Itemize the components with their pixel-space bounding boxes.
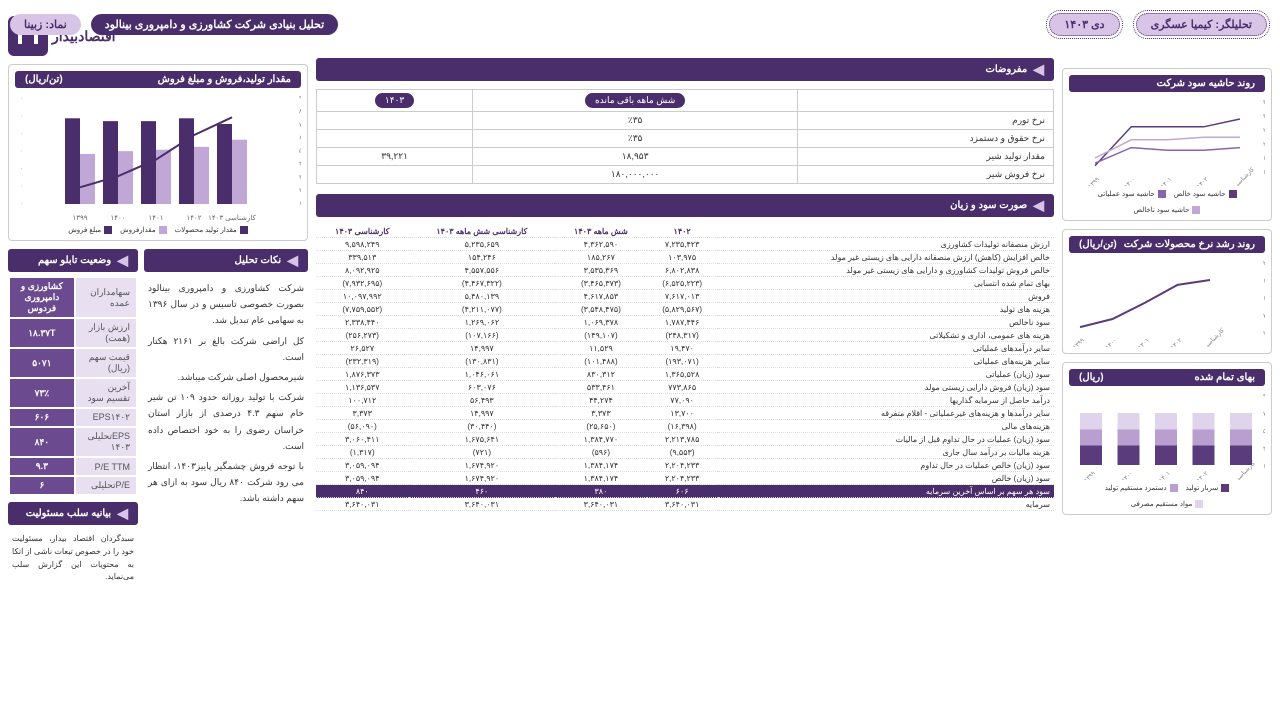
svg-text:۱۴۰۱: ۱۴۰۱ — [1159, 471, 1172, 480]
analysis-notes: شرکت کشاورزی و دامپروری بینالود بصورت خص… — [144, 276, 308, 514]
price-trend-chart: روند رشد نرخ محصولات شرکت(تن/ریال) ۲۲۰,۰… — [1062, 229, 1272, 354]
svg-text:۵۰,۰۰۰: ۵۰,۰۰۰ — [21, 131, 23, 137]
svg-text:۵۰٪: ۵۰٪ — [1263, 429, 1265, 435]
svg-text:کارشناسی ۱۴۰۳: کارشناسی ۱۴۰۳ — [1192, 327, 1226, 347]
svg-text:۲۰,۰۰۰,۰۰۰: ۲۰,۰۰۰,۰۰۰ — [1263, 331, 1265, 337]
svg-text:۱۴۰۱: ۱۴۰۱ — [148, 215, 163, 222]
svg-text:کارشناسی ۱۴۰۳: کارشناسی ۱۴۰۳ — [208, 214, 256, 222]
svg-text:۱۴۰۲: ۱۴۰۲ — [1196, 177, 1209, 186]
stock-info-table: سهامداران عمدهکشاورزی و دامپروری فردوسار… — [8, 276, 138, 496]
svg-text:۳۰٪: ۳۰٪ — [1263, 114, 1265, 120]
svg-text:۷,۰۰۰,۰۰۰: ۷,۰۰۰,۰۰۰ — [299, 122, 301, 128]
svg-text:۱۴۰۰: ۱۴۰۰ — [110, 215, 125, 222]
svg-text:۷۰,۰۰۰,۰۰۰: ۷۰,۰۰۰,۰۰۰ — [1263, 314, 1265, 320]
svg-text:۱۴۰۱: ۱۴۰۱ — [1138, 338, 1151, 347]
svg-text:۴,۰۰۰,۰۰۰: ۴,۰۰۰,۰۰۰ — [299, 162, 301, 168]
svg-text:۱۴۰۰: ۱۴۰۰ — [1124, 177, 1137, 186]
date-badge: دی ۱۴۰۳ — [1049, 13, 1119, 36]
svg-text:۵,۰۰۰,۰۰۰: ۵,۰۰۰,۰۰۰ — [299, 149, 301, 155]
svg-text:کارشناسی ۱۴۰۳: کارشناسی ۱۴۰۳ — [1222, 166, 1256, 186]
svg-text:۱۳۹۹: ۱۳۹۹ — [1073, 338, 1086, 347]
svg-text:۲۵٪: ۲۵٪ — [1263, 128, 1265, 134]
svg-text:۳,۰۰۰,۰۰۰: ۳,۰۰۰,۰۰۰ — [299, 175, 301, 181]
assumptions-table: شش ماهه باقی مانده ۱۴۰۳ نرخ تورم٪۳۵نرخ ح… — [316, 89, 1054, 184]
svg-text:۶,۰۰۰,۰۰۰: ۶,۰۰۰,۰۰۰ — [299, 135, 301, 141]
svg-text:۸,۰۰۰,۰۰۰: ۸,۰۰۰,۰۰۰ — [299, 109, 301, 115]
income-statement-table: ۱۴۰۲شش ماهه ۱۴۰۳کارشناسی شش ماهه ۱۴۰۳کار… — [316, 225, 1054, 511]
svg-text:۹۰٪: ۹۰٪ — [1263, 394, 1265, 400]
svg-text:۳۰,۰۰۰: ۳۰,۰۰۰ — [21, 166, 23, 172]
svg-text:۱۴۰۲: ۱۴۰۲ — [1196, 471, 1209, 480]
svg-text:۱۰٪: ۱۰٪ — [1263, 464, 1265, 470]
page-title: تحلیل بنیادی شرکت کشاورزی و دامپروری بین… — [91, 14, 338, 35]
svg-text:۱۲۰,۰۰۰,۰۰۰: ۱۲۰,۰۰۰,۰۰۰ — [1263, 296, 1265, 302]
svg-text:۱۰,۰۰۰: ۱۰,۰۰۰ — [21, 201, 23, 207]
svg-text:۲۰,۰۰۰: ۲۰,۰۰۰ — [21, 184, 23, 190]
svg-text:۳۰٪: ۳۰٪ — [1263, 447, 1265, 453]
svg-text:۱,۰۰۰,۰۰۰: ۱,۰۰۰,۰۰۰ — [299, 201, 301, 207]
svg-text:۷۰٪: ۷۰٪ — [1263, 412, 1265, 418]
svg-text:۱۳۹۹: ۱۳۹۹ — [1088, 177, 1101, 186]
svg-text:۱۵٪: ۱۵٪ — [1263, 156, 1265, 162]
svg-text:۷۰,۰۰۰: ۷۰,۰۰۰ — [21, 96, 23, 102]
analyst-badge: تحلیلگر: کیمیا عسگری — [1136, 13, 1267, 36]
svg-text:۲,۰۰۰,۰۰۰: ۲,۰۰۰,۰۰۰ — [299, 188, 301, 194]
svg-text:۹,۰۰۰,۰۰۰: ۹,۰۰۰,۰۰۰ — [299, 96, 301, 102]
svg-text:۴۰,۰۰۰: ۴۰,۰۰۰ — [21, 149, 23, 155]
svg-text:۱۰٪: ۱۰٪ — [1263, 170, 1265, 176]
svg-text:۲۲۰,۰۰۰,۰۰۰: ۲۲۰,۰۰۰,۰۰۰ — [1263, 261, 1265, 267]
svg-text:۳۵٪: ۳۵٪ — [1263, 100, 1265, 106]
svg-text:۲۰٪: ۲۰٪ — [1263, 142, 1265, 148]
svg-text:۱۷۰,۰۰۰,۰۰۰: ۱۷۰,۰۰۰,۰۰۰ — [1263, 279, 1265, 285]
svg-text:۱۴۰۰: ۱۴۰۰ — [1105, 338, 1118, 347]
disclaimer-text: سبدگردان اقتصاد بیدار، مسئولیت خود را در… — [8, 529, 138, 588]
svg-text:۱۴۰۱: ۱۴۰۱ — [1160, 177, 1173, 186]
svg-text:۱۴۰۰: ۱۴۰۰ — [1121, 471, 1134, 480]
svg-text:۱۴۰۲: ۱۴۰۲ — [1170, 338, 1183, 347]
svg-text:۶۰,۰۰۰: ۶۰,۰۰۰ — [21, 114, 23, 120]
production-chart: مقدار تولید،فروش و مبلغ فروش(تن/ریال) ۷۰… — [8, 64, 308, 241]
svg-text:۱۳۹۹: ۱۳۹۹ — [1084, 471, 1097, 480]
margin-trend-chart: روند حاشیه سود شرکت ۳۵٪۳۰٪۲۵٪۲۰٪۱۵٪۱۰٪۱۳… — [1062, 68, 1272, 221]
symbol-badge: نماد: زبینا — [10, 14, 81, 35]
svg-text:۱۳۹۹: ۱۳۹۹ — [72, 215, 87, 222]
cogs-chart: بهای تمام شده(ریال) ۹۰٪۷۰٪۵۰٪۳۰٪۱۰٪۱۳۹۹۱… — [1062, 362, 1272, 515]
svg-text:۱۴۰۲: ۱۴۰۲ — [186, 215, 201, 222]
